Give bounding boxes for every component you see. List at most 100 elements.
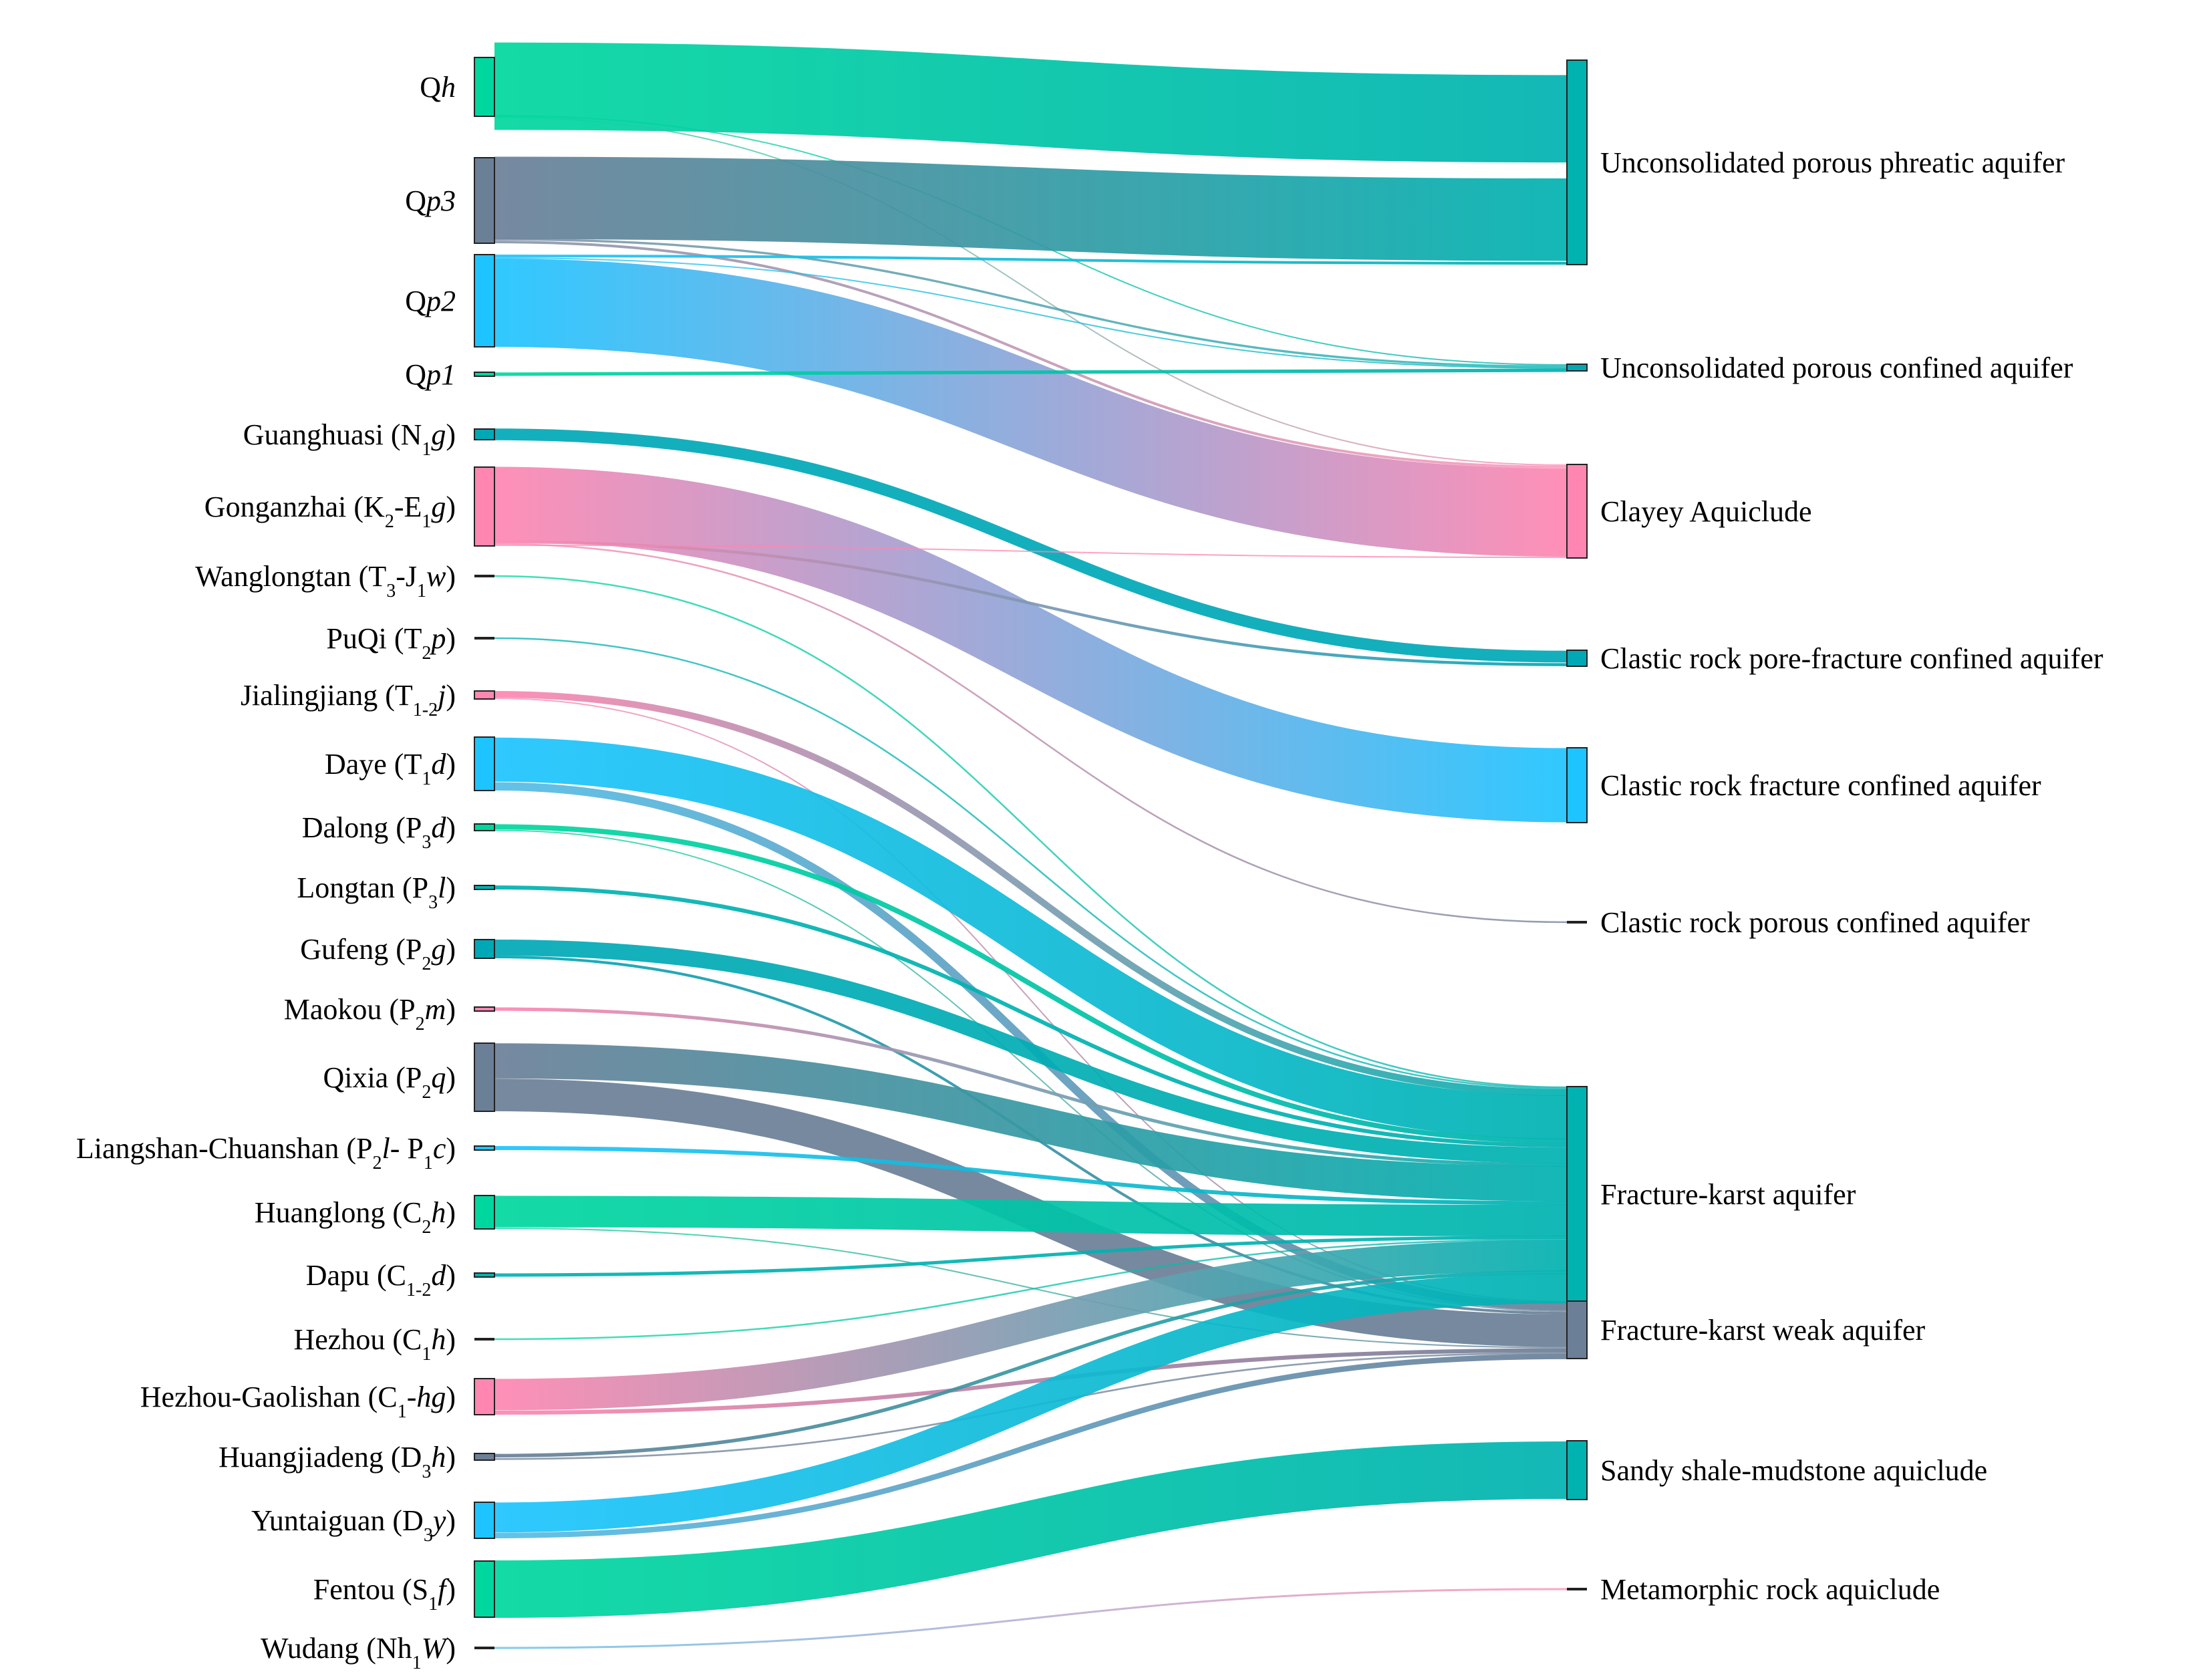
target-node-t_porefrac bbox=[1566, 650, 1588, 667]
flow-hezhougao-to-t_weak bbox=[494, 1348, 1568, 1415]
target-label-t_karst: Fracture-karst aquifer bbox=[1600, 1178, 1856, 1211]
flow-gonganzhai-to-t_fracconf bbox=[494, 466, 1568, 823]
flow-maokou-to-t_karst bbox=[494, 1007, 1568, 1167]
source-node-huanglong bbox=[474, 1195, 495, 1230]
flow-fentou-to-t_sandy bbox=[494, 1441, 1568, 1618]
target-node-t_weak bbox=[1566, 1300, 1588, 1359]
source-node-liangshan bbox=[474, 1145, 495, 1151]
flow-jialingjiang-to-t_karst bbox=[494, 690, 1568, 1097]
source-label-hezhou: Hezhou (C1h) bbox=[294, 1323, 456, 1365]
target-node-t_sandy bbox=[1566, 1440, 1588, 1500]
flow-dalong-to-t_karst bbox=[494, 824, 1568, 1144]
source-label-guanghuasi: Guanghuasi (N1g) bbox=[243, 418, 456, 460]
flow-huanglong-to-t_karst bbox=[494, 1196, 1568, 1237]
source-label-qp3: Qp3 bbox=[405, 184, 456, 217]
target-node-t_phreatic bbox=[1566, 59, 1588, 265]
flow-wanglongtan-to-t_karst bbox=[494, 575, 1568, 1089]
flow-qp2-to-t_phreatic bbox=[494, 254, 1568, 265]
flow-yuntaiguan-to-t_karst bbox=[494, 1273, 1568, 1533]
source-node-daye bbox=[474, 736, 495, 791]
flow-qixia-to-t_karst bbox=[494, 1043, 1568, 1202]
flow-qh-to-t_clayey bbox=[494, 116, 1568, 466]
flow-huangjiadeng-to-t_karst bbox=[494, 1270, 1568, 1458]
source-label-gonganzhai: Gonganzhai (K2-E1g) bbox=[204, 491, 456, 532]
flow-guanghuasi-to-t_porefrac bbox=[494, 428, 1568, 663]
source-label-wudang: Wudang (Nh1W) bbox=[261, 1632, 456, 1673]
flow-daye-to-t_karst bbox=[494, 737, 1568, 1140]
source-label-fentou: Fentou (S1f) bbox=[313, 1573, 456, 1615]
source-label-gufeng: Gufeng (P2g) bbox=[300, 933, 456, 974]
source-node-yuntaiguan bbox=[474, 1502, 495, 1539]
source-node-huangjiadeng bbox=[474, 1453, 495, 1461]
source-node-longtan bbox=[474, 885, 495, 890]
source-node-puqi bbox=[474, 637, 494, 640]
source-node-fentou bbox=[474, 1560, 495, 1618]
flow-liangshan-to-t_karst bbox=[494, 1145, 1568, 1206]
flow-gonganzhai-to-t_clayey bbox=[494, 544, 1568, 559]
target-node-t_fracconf bbox=[1566, 747, 1588, 823]
source-node-gufeng bbox=[474, 939, 495, 959]
target-label-t_porefrac: Clastic rock pore-fracture confined aqui… bbox=[1600, 642, 2103, 675]
source-node-maokou bbox=[474, 1006, 495, 1012]
target-label-t_sandy: Sandy shale-mudstone aquiclude bbox=[1600, 1454, 1987, 1487]
source-label-huanglong: Huanglong (C2h) bbox=[255, 1196, 456, 1238]
source-node-dalong bbox=[474, 823, 495, 831]
source-label-liangshan: Liangshan-Chuanshan (P2l- P1c) bbox=[76, 1132, 456, 1173]
nodes-layer bbox=[474, 57, 1588, 1649]
source-label-wanglongtan: Wanglongtan (T3-J1w) bbox=[195, 560, 456, 601]
flow-qp2-to-t_confined bbox=[494, 257, 1568, 369]
target-node-t_karst bbox=[1566, 1086, 1588, 1302]
source-node-qixia bbox=[474, 1042, 495, 1112]
flow-puqi-to-t_karst bbox=[494, 637, 1568, 1090]
source-node-hezhougao bbox=[474, 1378, 495, 1415]
flow-yuntaiguan-to-t_weak bbox=[494, 1353, 1568, 1538]
flow-hezhou-to-t_karst bbox=[494, 1238, 1568, 1341]
labels-layer: Qh Qp3 Qp2 Qp1 Guanghuasi (N1g) Gonganzhai (K… bbox=[76, 71, 2103, 1673]
source-label-qp1: Qp1 bbox=[405, 358, 456, 391]
target-label-t_phreatic: Unconsolidated porous phreatic aquifer bbox=[1600, 146, 2065, 179]
target-label-t_confined: Unconsolidated porous confined aquifer bbox=[1600, 352, 2073, 384]
target-node-t_clayey bbox=[1566, 464, 1588, 559]
flow-gonganzhai-to-t_porefrac bbox=[494, 540, 1568, 666]
source-label-huangjiadeng: Huangjiadeng (D3h) bbox=[218, 1441, 456, 1482]
flow-wudang-to-t_meta bbox=[494, 1588, 1568, 1649]
target-label-t_fracconf: Clastic rock fracture confined aquifer bbox=[1600, 769, 2041, 802]
target-label-t_porous: Clastic rock porous confined aquifer bbox=[1600, 906, 2030, 939]
source-label-hezhougao: Hezhou-Gaolishan (C1-hg) bbox=[140, 1381, 456, 1422]
source-node-hezhou bbox=[474, 1338, 494, 1341]
source-node-qh bbox=[474, 57, 495, 117]
target-label-t_weak: Fracture-karst weak aquifer bbox=[1600, 1314, 1926, 1347]
source-label-puqi: PuQi (T2p) bbox=[326, 622, 456, 664]
flow-huanglong-to-t_weak bbox=[494, 1227, 1568, 1349]
target-node-t_porous bbox=[1567, 921, 1587, 924]
source-node-wanglongtan bbox=[474, 575, 494, 577]
source-node-wudang bbox=[474, 1647, 494, 1649]
source-node-gonganzhai bbox=[474, 466, 495, 547]
target-label-t_meta: Metamorphic rock aquiclude bbox=[1600, 1573, 1940, 1606]
flow-qp1-to-t_confined bbox=[494, 368, 1568, 376]
source-label-jialingjiang: Jialingjiang (T1-2j) bbox=[241, 679, 456, 720]
source-label-dalong: Dalong (P3d) bbox=[302, 811, 456, 853]
flow-hezhougao-to-t_karst bbox=[494, 1240, 1568, 1411]
source-node-qp2 bbox=[474, 254, 495, 347]
flow-dapu-to-t_karst bbox=[494, 1236, 1568, 1277]
source-label-daye: Daye (T1d) bbox=[325, 748, 456, 789]
source-label-qp2: Qp2 bbox=[405, 285, 456, 317]
flow-longtan-to-t_karst bbox=[494, 885, 1568, 1148]
source-label-qh: Qh bbox=[420, 71, 456, 104]
source-label-longtan: Longtan (P3l) bbox=[297, 871, 456, 913]
flow-qh-to-t_phreatic bbox=[494, 42, 1568, 163]
links-layer bbox=[494, 42, 1568, 1649]
target-label-t_clayey: Clayey Aquiclude bbox=[1600, 495, 1812, 528]
flow-dalong-to-t_weak bbox=[494, 829, 1568, 1312]
target-node-t_confined bbox=[1566, 364, 1588, 372]
flow-gonganzhai-to-t_porous bbox=[494, 543, 1568, 924]
source-label-yuntaiguan: Yuntaiguan (D3y) bbox=[251, 1504, 456, 1546]
source-node-qp3 bbox=[474, 157, 495, 244]
source-node-qp1 bbox=[474, 372, 495, 377]
source-node-dapu bbox=[474, 1272, 495, 1278]
flow-gufeng-to-t_karst bbox=[494, 939, 1568, 1164]
source-label-qixia: Qixia (P2q) bbox=[323, 1061, 456, 1103]
source-node-jialingjiang bbox=[474, 690, 495, 700]
